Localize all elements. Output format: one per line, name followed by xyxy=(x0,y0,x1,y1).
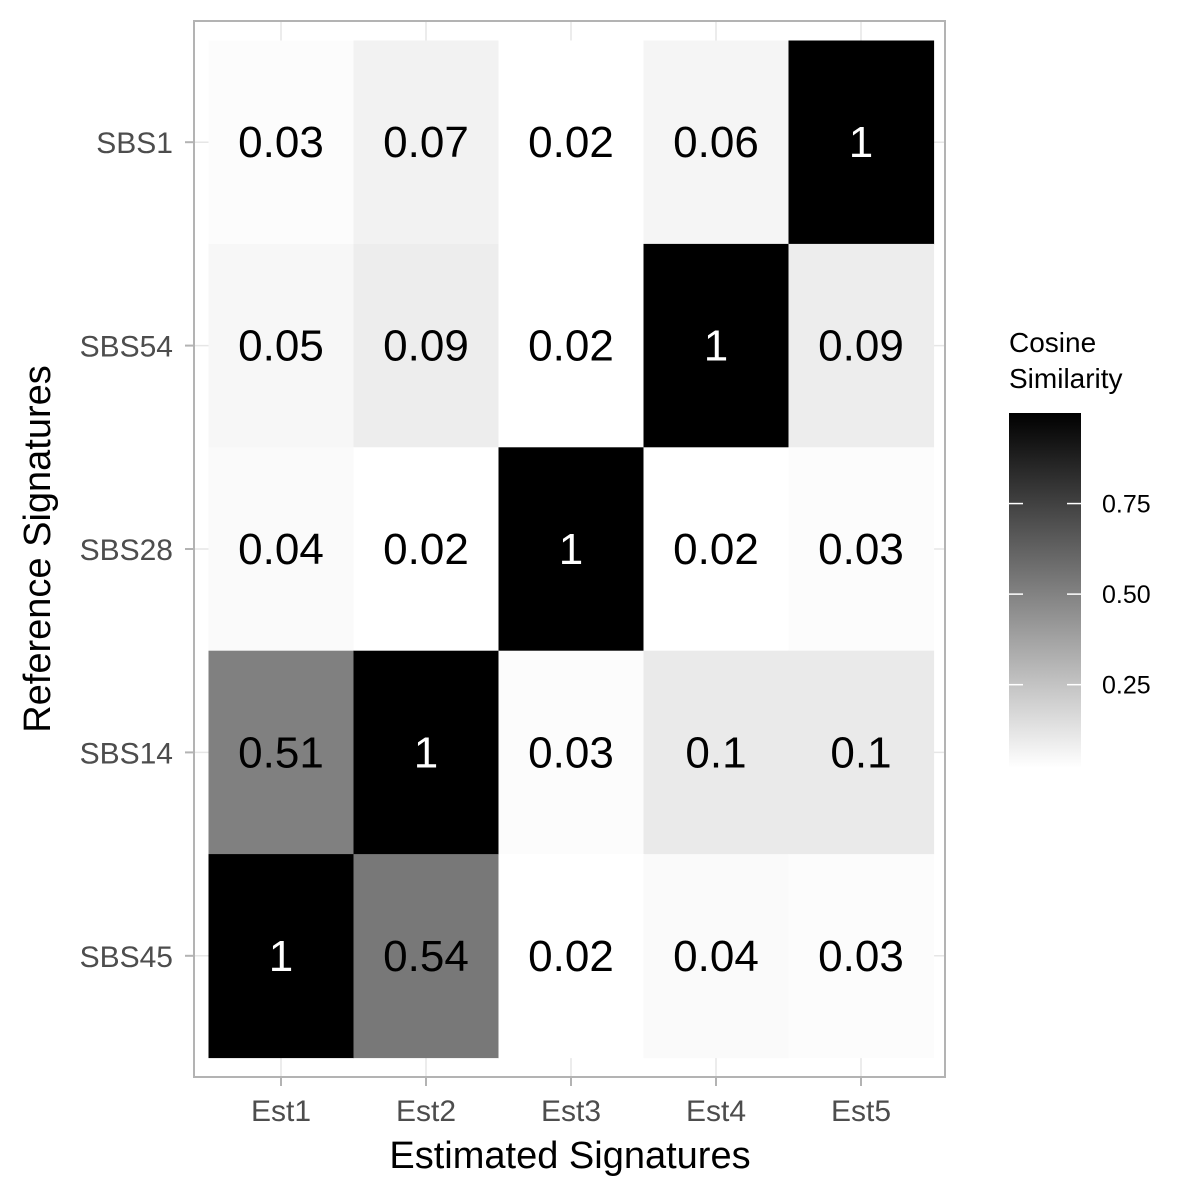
heatmap-cell xyxy=(643,447,790,652)
heatmap-cell xyxy=(498,40,645,245)
cell-value-label: 0.04 xyxy=(673,932,759,981)
cell-value-label: 0.03 xyxy=(818,932,904,981)
heatmap-cell xyxy=(498,650,645,855)
cell-value-label: 0.54 xyxy=(383,932,469,981)
heatmap-cell xyxy=(643,40,790,245)
cell-value-label: 0.02 xyxy=(528,322,614,371)
x-axis-tick-label: Est2 xyxy=(396,1095,456,1128)
heatmap-cell xyxy=(208,243,355,448)
cell-value-label: 0.07 xyxy=(383,118,469,167)
heatmap-cell xyxy=(353,650,500,855)
cell-value-label: 0.05 xyxy=(238,322,324,371)
plot-panel: 0.03 0.07 0.02 0.06 1 0.05 0.09 0.02 1 0.09 0.04 0.… xyxy=(193,20,946,1078)
legend-ticks: 0.25 0.50 0.75 xyxy=(1009,491,1151,700)
cell-value-labels: 0.03 0.07 0.02 0.06 1 0.05 0.09 0.02 1 0.09 0.04 0.… xyxy=(238,118,904,981)
cell-value-label: 1 xyxy=(849,118,873,167)
y-axis-tick-label: SBS14 xyxy=(80,737,173,770)
y-axis-tick-label: SBS45 xyxy=(80,941,173,974)
cell-value-label: 1 xyxy=(269,932,293,981)
legend-title-line-2: Similarity xyxy=(1009,363,1123,394)
heatmap-cell xyxy=(788,854,935,1059)
y-axis-tick-label: SBS1 xyxy=(96,127,173,160)
heatmap-cell xyxy=(498,447,645,652)
heatmap-cell xyxy=(643,650,790,855)
cell-value-label: 0.1 xyxy=(830,728,891,777)
heatmap-cells xyxy=(208,40,935,1059)
cell-value-label: 0.04 xyxy=(238,525,324,574)
x-axis-title: Estimated Signatures xyxy=(389,1135,750,1177)
color-legend: Cosine Similarity 0.25 0.50 0.75 xyxy=(1009,327,1151,768)
legend-tick-label: 0.25 xyxy=(1102,672,1151,700)
x-axis-tick-label: Est3 xyxy=(541,1095,601,1128)
heatmap-cell xyxy=(353,854,500,1059)
heatmap-cell xyxy=(788,40,935,245)
heatmap-cell xyxy=(788,447,935,652)
heatmap-cell xyxy=(353,447,500,652)
cell-value-label: 0.03 xyxy=(528,728,614,777)
heatmap-cell xyxy=(643,243,790,448)
heatmap-cell xyxy=(208,40,355,245)
heatmap-cell xyxy=(498,854,645,1059)
cell-value-label: 1 xyxy=(559,525,583,574)
heatmap-cell xyxy=(208,854,355,1059)
legend-tick-label: 0.75 xyxy=(1102,491,1151,519)
cell-value-label: 0.06 xyxy=(673,118,759,167)
cell-value-label: 0.03 xyxy=(818,525,904,574)
cell-value-label: 0.02 xyxy=(673,525,759,574)
x-axis-tick-label: Est5 xyxy=(831,1095,891,1128)
y-axis: SBS1 SBS54 SBS28 SBS14 SBS45 xyxy=(80,127,194,974)
cell-value-label: 0.03 xyxy=(238,118,324,167)
y-axis-tick-label: SBS28 xyxy=(80,534,173,567)
legend-title-line-1: Cosine xyxy=(1009,327,1096,358)
legend-tick-label: 0.50 xyxy=(1102,581,1151,609)
cell-value-label: 0.1 xyxy=(685,728,746,777)
cell-value-label: 0.09 xyxy=(383,322,469,371)
cell-value-label: 0.02 xyxy=(528,932,614,981)
heatmap-cell xyxy=(788,243,935,448)
cell-value-label: 0.09 xyxy=(818,322,904,371)
cell-value-label: 0.51 xyxy=(238,728,324,777)
x-axis: Est1 Est2 Est3 Est4 Est5 xyxy=(251,1077,891,1128)
heatmap-cell xyxy=(208,650,355,855)
cell-value-label: 0.02 xyxy=(528,118,614,167)
heatmap-cell xyxy=(788,650,935,855)
heatmap-cell xyxy=(353,40,500,245)
heatmap-cell xyxy=(353,243,500,448)
x-axis-tick-label: Est1 xyxy=(251,1095,311,1128)
y-axis-title: Reference Signatures xyxy=(17,365,59,733)
y-axis-tick-label: SBS54 xyxy=(80,331,173,364)
legend-colorbar xyxy=(1009,413,1081,768)
cell-value-label: 1 xyxy=(704,322,728,371)
cell-value-label: 0.02 xyxy=(383,525,469,574)
x-axis-tick-label: Est4 xyxy=(686,1095,746,1128)
heatmap-cell xyxy=(643,854,790,1059)
heatmap-cell xyxy=(208,447,355,652)
heatmap-cell xyxy=(498,243,645,448)
cell-value-label: 1 xyxy=(414,728,438,777)
